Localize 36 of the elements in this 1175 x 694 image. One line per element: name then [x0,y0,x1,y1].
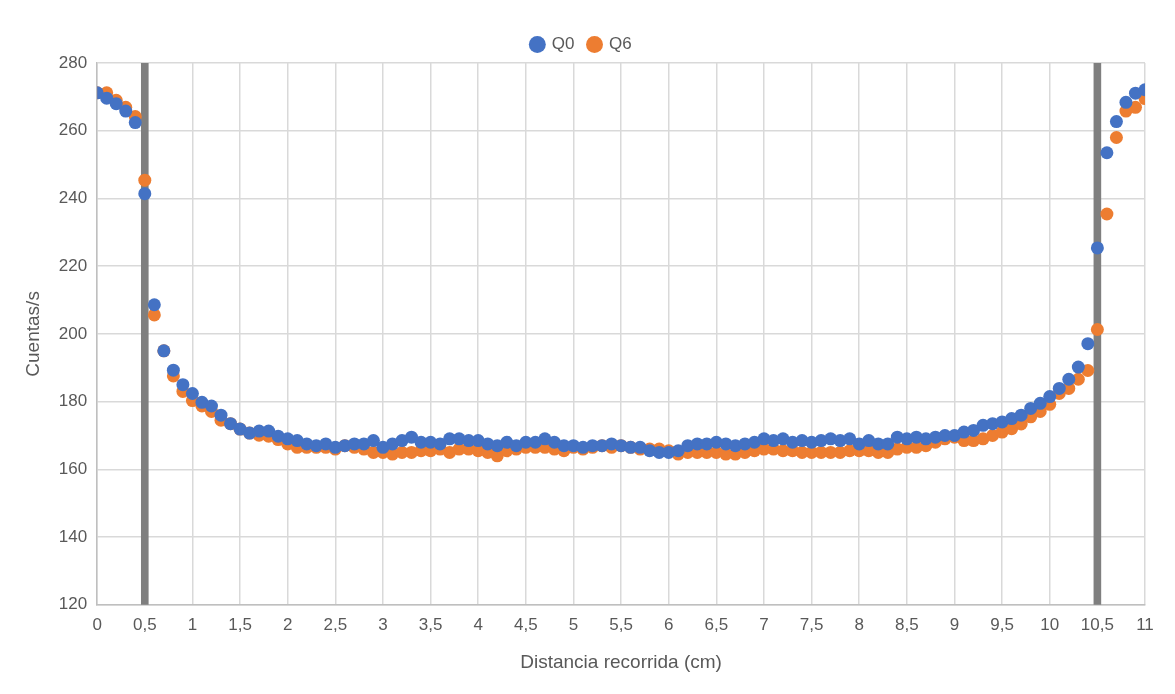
x-tick-label: 1 [187,614,198,634]
x-tick-label: 3 [378,614,388,634]
x-tick-label: 9 [949,614,960,634]
x-tick-label: 0 [92,614,102,634]
y-tick-label: 220 [58,255,88,275]
x-tick-label: 6 [663,614,674,634]
y-tick-label: 240 [58,188,88,208]
x-tick-label: 11 [1136,614,1154,634]
y-tick-label: 200 [58,323,88,343]
y-tick-label: 180 [58,391,88,411]
y-axis-title: Cuentas/s [21,291,43,377]
x-tick-label: 0,5 [132,614,157,634]
y-tick-label: 120 [58,594,88,614]
y-tick-label: 260 [58,120,88,140]
x-tick-label: 4,5 [514,614,538,634]
x-tick-label: 8,5 [895,614,919,634]
x-tick-label: 1,5 [228,614,252,634]
y-tick-label: 160 [58,459,88,479]
x-tick-label: 8 [854,614,864,634]
x-axis-title: Distancia recorrida (cm) [520,650,722,672]
x-tick-label: 4 [473,614,483,634]
x-tick-label: 3,5 [418,614,443,634]
x-tick-label: 10 [1040,614,1060,634]
x-tick-label: 2,5 [323,614,348,634]
x-tick-label: 7,5 [799,614,824,634]
x-tick-label: 6,5 [704,614,729,634]
legend-label: Q0 [551,34,575,54]
y-tick-label: 140 [58,526,88,546]
x-tick-label: 10,5 [1080,614,1114,634]
x-tick-label: 5,5 [609,614,633,634]
x-tick-label: 2 [282,614,293,634]
legend-label: Q6 [609,34,632,54]
x-tick-label: 7 [759,614,769,634]
x-tick-label: 5 [568,614,579,634]
y-tick-label: 280 [58,52,88,72]
x-tick-label: 9,5 [990,614,1014,634]
